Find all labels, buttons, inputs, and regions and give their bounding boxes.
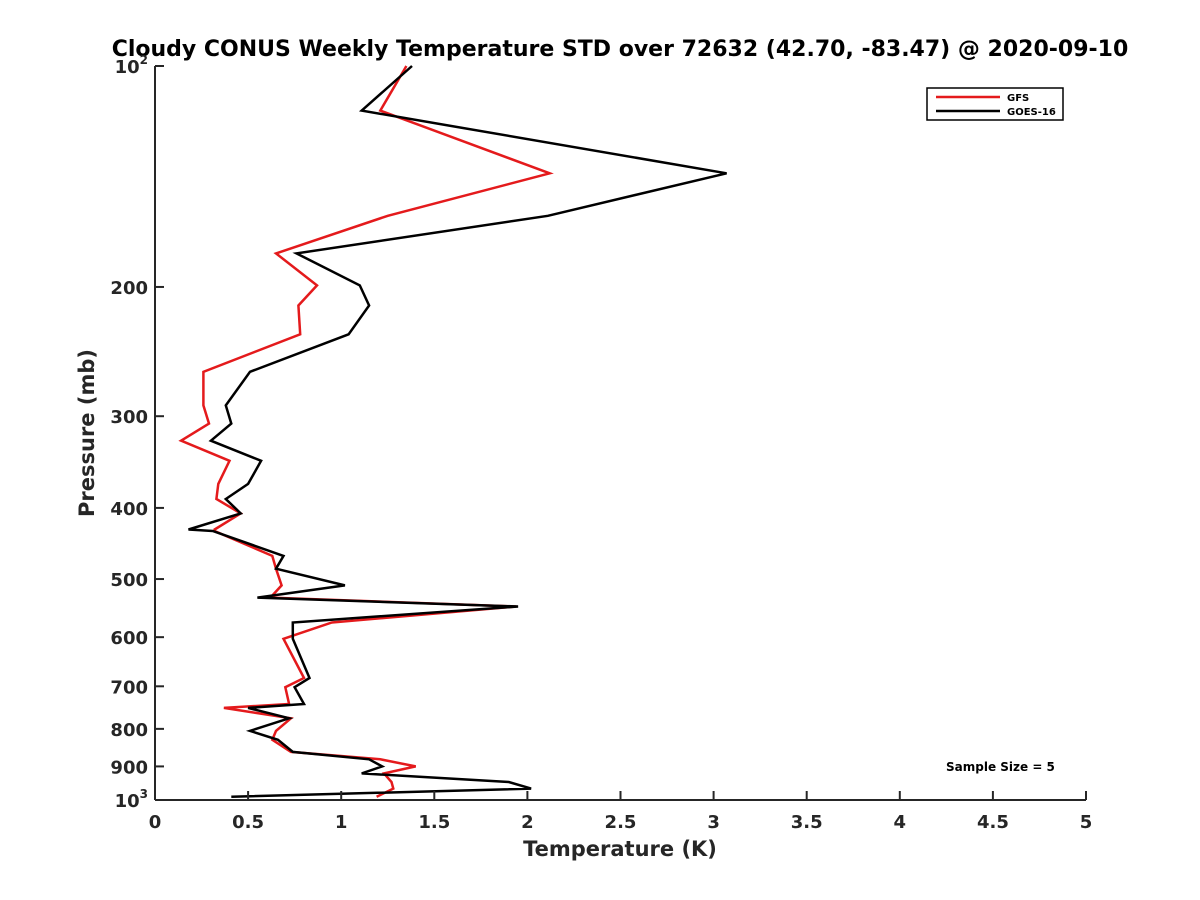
y-tick-label: 300	[110, 407, 148, 428]
x-tick-label: 0	[149, 812, 162, 833]
legend: GFS GOES-16	[926, 87, 1064, 121]
x-axis-label: Temperature (K)	[523, 837, 717, 861]
axes	[154, 66, 1086, 801]
y-tick-label: 102	[115, 53, 148, 78]
x-tick-label: 3	[707, 812, 720, 833]
y-axis-label: Pressure (mb)	[75, 349, 99, 517]
y-tick-label: 500	[110, 570, 148, 591]
y-tick-label: 800	[110, 720, 148, 741]
y-tick-label: 200	[110, 278, 148, 299]
y-tick-label: 600	[110, 628, 148, 649]
x-tick-label: 2.5	[605, 812, 637, 833]
sample-size-annotation: Sample Size = 5	[946, 760, 1055, 774]
series-layer	[178, 65, 727, 799]
x-tick-label: 4.5	[977, 812, 1009, 833]
legend-label-goes16: GOES-16	[1007, 107, 1056, 118]
x-tick-label: 1.5	[418, 812, 450, 833]
series-line-gfs	[178, 65, 554, 798]
x-tick-label: 4	[894, 812, 907, 833]
x-tick-label: 0.5	[232, 812, 264, 833]
x-tick-label: 1	[335, 812, 348, 833]
x-ticks: 0 0.5 1 1.5 2 2.5 3 3.5 4 4.5 5	[149, 791, 1093, 833]
x-tick-label: 5	[1080, 812, 1093, 833]
legend-label-gfs: GFS	[1007, 93, 1029, 104]
legend-box	[926, 87, 1064, 121]
y-tick-label: 400	[110, 499, 148, 520]
y-ticks: 102 200 300 400 500 600 700 800 900 103	[110, 53, 164, 812]
series-line-goes-16	[188, 65, 727, 799]
y-tick-label: 103	[115, 787, 148, 812]
x-tick-label: 3.5	[791, 812, 823, 833]
y-tick-label: 700	[110, 677, 148, 698]
y-tick-label: 900	[110, 757, 148, 778]
x-tick-label: 2	[521, 812, 534, 833]
chart-title: Cloudy CONUS Weekly Temperature STD over…	[112, 37, 1129, 62]
